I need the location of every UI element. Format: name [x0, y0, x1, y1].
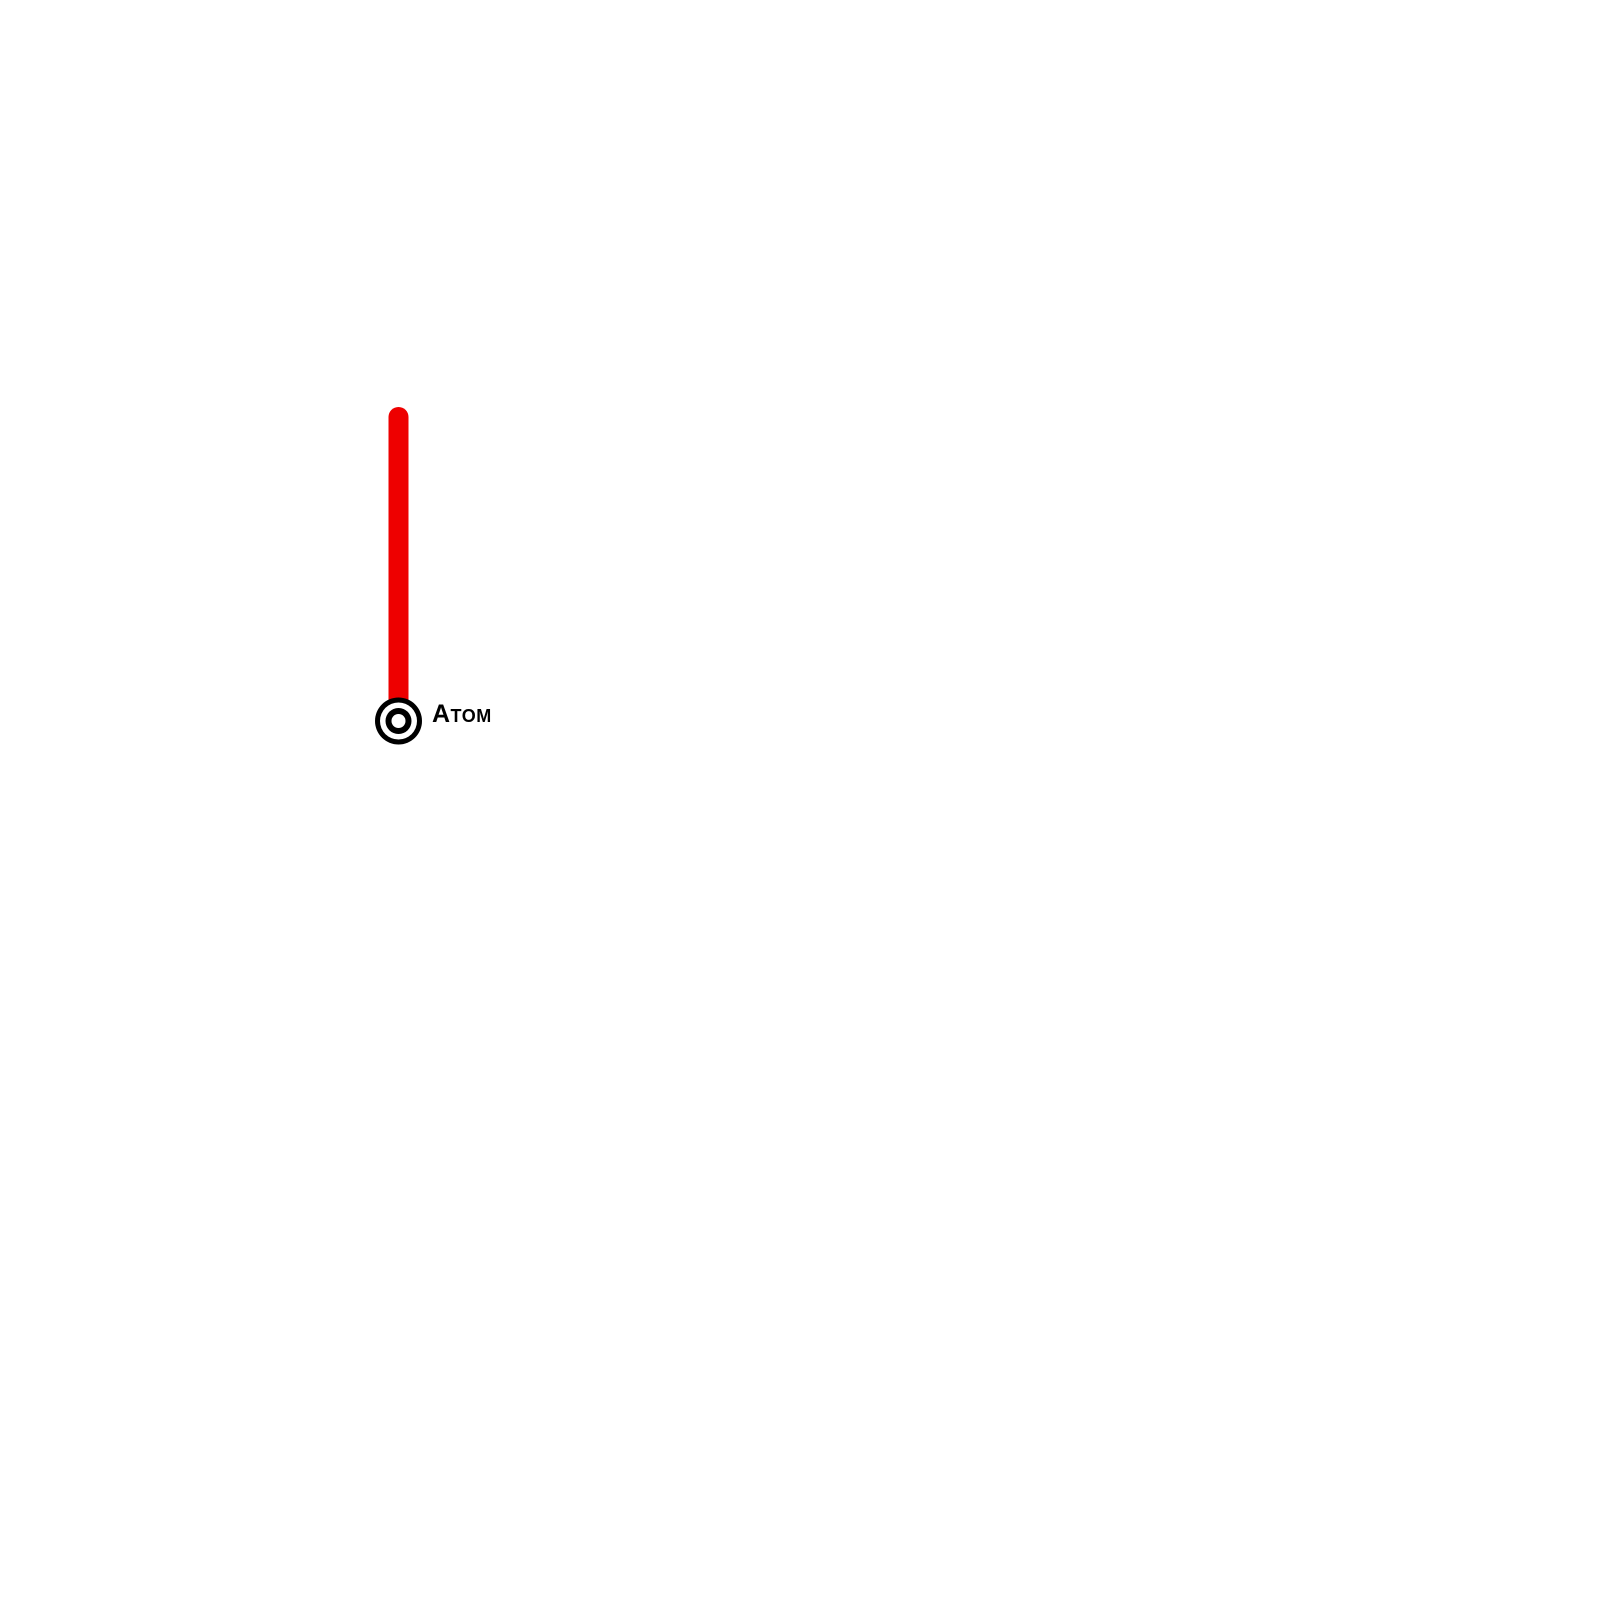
station-label: Atom [432, 700, 492, 728]
station-marker-bullseye-icon[interactable] [375, 697, 422, 745]
station-marker-center [391, 714, 406, 728]
